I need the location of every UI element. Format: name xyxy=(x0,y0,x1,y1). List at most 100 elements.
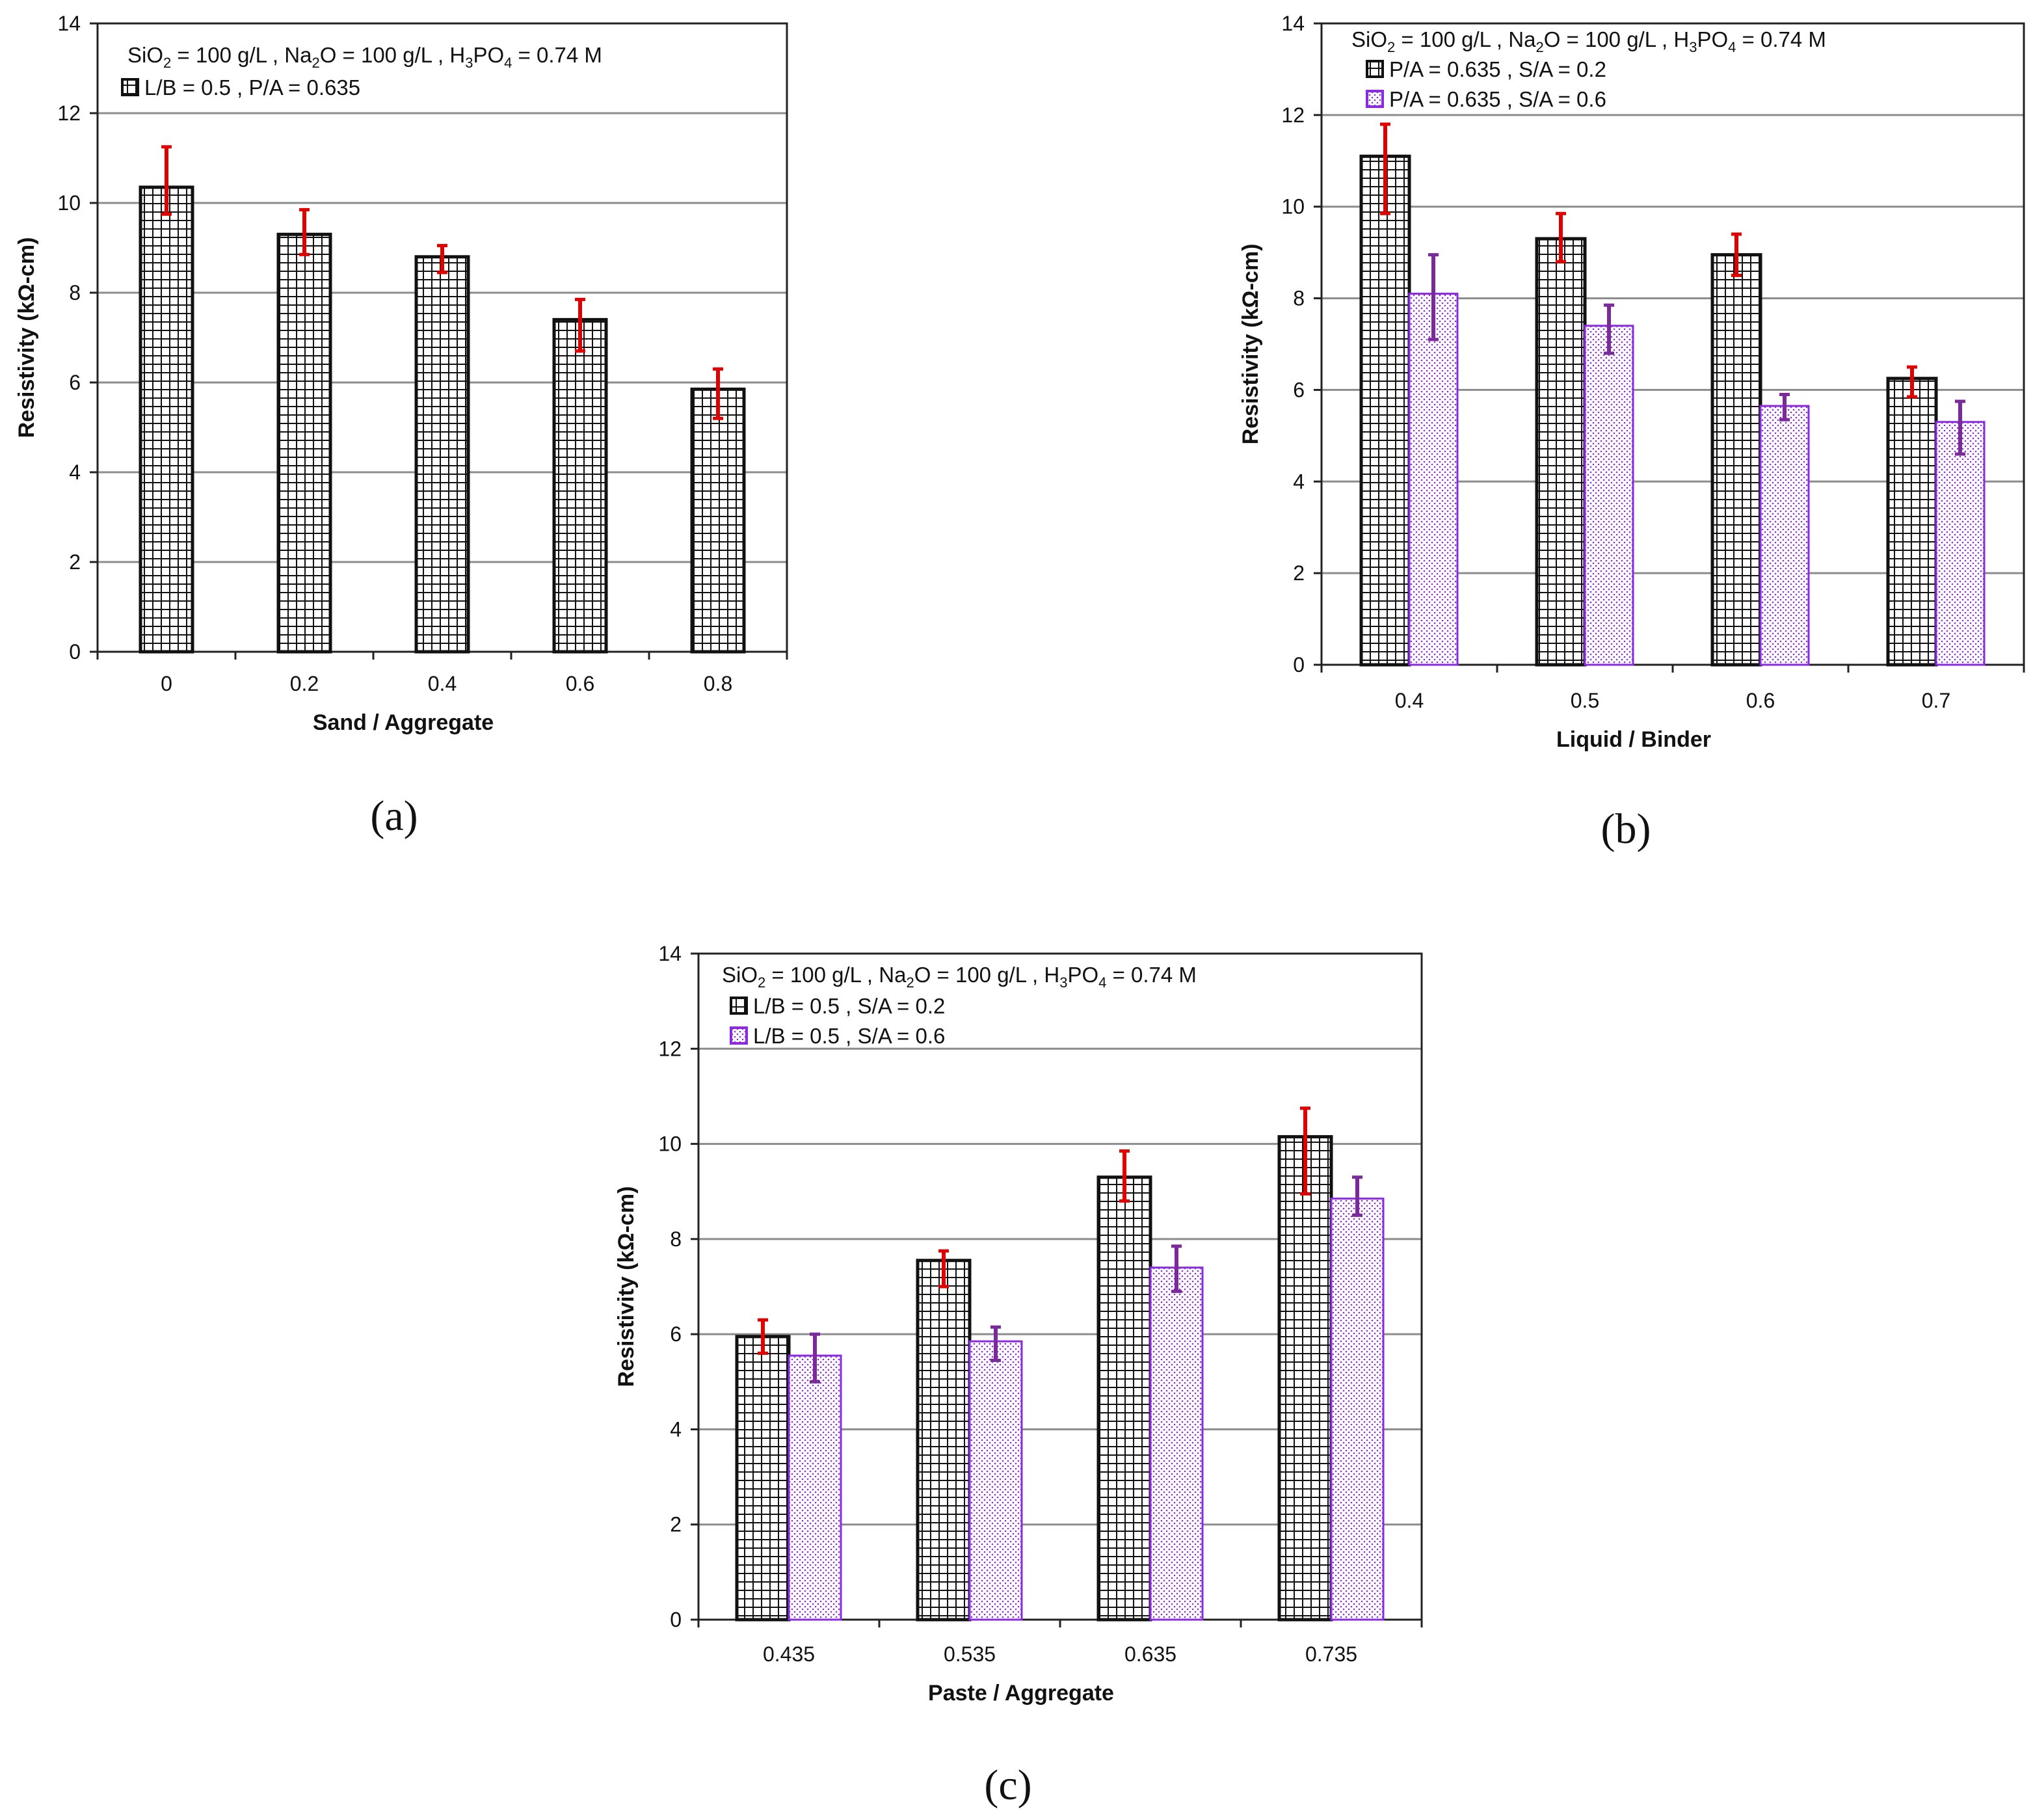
x-axis-title: Paste / Aggregate xyxy=(928,1681,1114,1706)
bar xyxy=(690,387,746,654)
conditions-segment: PO xyxy=(473,43,504,67)
bar xyxy=(916,1259,972,1622)
x-tick-label: 0.7 xyxy=(1922,689,1950,712)
conditions-segment: = 100 g/L , Na xyxy=(1395,27,1536,51)
conditions-segment: = 0.74 M xyxy=(1106,963,1197,987)
subscript: 4 xyxy=(1098,974,1106,991)
x-tick-label: 0.8 xyxy=(704,672,732,695)
bar xyxy=(1096,1175,1152,1622)
legend-label: L/B = 0.5 , S/A = 0.2 xyxy=(753,994,945,1018)
y-axis-title: Resistivity (kΩ-cm) xyxy=(14,237,39,438)
panel-label: (a) xyxy=(370,792,418,840)
conditions-segment: SiO xyxy=(1351,27,1387,51)
x-tick-label: 0.4 xyxy=(1395,689,1424,712)
bar xyxy=(788,1354,842,1621)
legend-swatch xyxy=(730,1026,748,1045)
legend-label: P/A = 0.635 , S/A = 0.2 xyxy=(1389,57,1606,81)
conditions-text: SiO2 = 100 g/L , Na2O = 100 g/L , H3PO4 … xyxy=(1351,27,1826,55)
bar xyxy=(1759,405,1810,666)
y-tick-label: 8 xyxy=(69,281,81,304)
conditions-segment: SiO xyxy=(722,963,758,987)
bar xyxy=(414,255,470,654)
chart-panel-c: 0 2 4 6 8 10 12 14 0.435 0.535 0.635 0.735 Paste / A… xyxy=(614,942,1423,1809)
subscript: 3 xyxy=(1059,974,1067,991)
x-tick-label: 0.635 xyxy=(1124,1642,1176,1666)
conditions-segment: PO xyxy=(1067,963,1098,987)
x-axis-title: Liquid / Binder xyxy=(1556,727,1711,752)
conditions-segment: = 100 g/L , Na xyxy=(171,43,312,67)
y-axis-title: Resistivity (kΩ-cm) xyxy=(614,1186,639,1387)
bar xyxy=(139,185,194,654)
subscript: 2 xyxy=(1535,39,1543,55)
conditions-segment: PO xyxy=(1697,27,1728,51)
y-tick-label: 10 xyxy=(1281,195,1305,219)
y-tick-label: 2 xyxy=(670,1513,682,1536)
x-tick-label: 0.5 xyxy=(1571,689,1599,712)
conditions-text: SiO2 = 100 g/L , Na2O = 100 g/L , H3PO4 … xyxy=(127,43,602,71)
bar xyxy=(1710,253,1762,667)
x-tick-label: 0.6 xyxy=(566,672,594,695)
legend-label: L/B = 0.5 , P/A = 0.635 xyxy=(144,75,360,100)
legend-swatch xyxy=(730,997,748,1015)
legend-swatch xyxy=(1366,90,1384,108)
conditions-segment: = 0.74 M xyxy=(1736,27,1826,51)
y-tick-label: 0 xyxy=(1293,653,1305,676)
bar xyxy=(1535,237,1587,667)
legend-swatch xyxy=(1366,60,1384,78)
y-tick-label: 4 xyxy=(69,461,81,484)
y-tick-label: 0 xyxy=(670,1608,682,1631)
chart-panel-a: 0 2 4 6 8 10 12 14 0 0.2 0.4 0.6 0.8 Sand / Aggregate… xyxy=(14,12,788,840)
legend-swatch xyxy=(121,78,139,96)
bar xyxy=(1935,421,1986,666)
legend-label: P/A = 0.635 , S/A = 0.6 xyxy=(1389,87,1606,111)
conditions-segment: O = 100 g/L , H xyxy=(320,43,466,67)
conditions-segment: O = 100 g/L , H xyxy=(914,963,1060,987)
conditions-segment: SiO xyxy=(127,43,163,67)
bar xyxy=(1330,1198,1385,1621)
y-tick-label: 10 xyxy=(57,191,81,215)
bar xyxy=(276,232,332,654)
y-tick-label: 12 xyxy=(57,101,81,125)
x-tick-label: 0.535 xyxy=(944,1642,996,1666)
subscript: 2 xyxy=(312,55,319,71)
y-tick-label: 0 xyxy=(69,640,81,663)
bar xyxy=(1584,325,1634,666)
bar xyxy=(1886,377,1938,667)
bar xyxy=(968,1340,1023,1621)
y-tick-label: 14 xyxy=(658,942,682,965)
bar xyxy=(735,1335,791,1622)
bar xyxy=(1408,293,1459,666)
x-tick-label: 0.6 xyxy=(1746,689,1775,712)
subscript: 2 xyxy=(758,974,765,991)
bar xyxy=(1277,1135,1333,1622)
conditions-text: SiO2 = 100 g/L , Na2O = 100 g/L , H3PO4 … xyxy=(722,963,1197,991)
legend-label: L/B = 0.5 , S/A = 0.6 xyxy=(753,1024,945,1048)
y-tick-label: 2 xyxy=(1293,561,1305,585)
bar xyxy=(1149,1266,1204,1621)
y-tick-label: 6 xyxy=(69,371,81,394)
panel-label: (b) xyxy=(1601,805,1651,853)
conditions-segment: O = 100 g/L , H xyxy=(1544,27,1690,51)
bar xyxy=(552,317,608,654)
y-tick-label: 14 xyxy=(57,12,81,35)
x-tick-label: 0.435 xyxy=(763,1642,815,1666)
y-tick-label: 6 xyxy=(670,1322,682,1346)
conditions-segment: = 100 g/L , Na xyxy=(765,963,907,987)
y-tick-label: 4 xyxy=(1293,470,1305,493)
y-tick-label: 14 xyxy=(1281,12,1305,35)
subscript: 2 xyxy=(163,55,171,71)
x-tick-label: 0.2 xyxy=(290,672,319,695)
subscript: 2 xyxy=(906,974,914,991)
y-tick-label: 8 xyxy=(670,1227,682,1251)
y-axis-title: Resistivity (kΩ-cm) xyxy=(1238,244,1263,445)
chart-panel-b: 0 2 4 6 8 10 12 14 0.4 0.5 0.6 0.7 Liquid / Binder Re… xyxy=(1238,12,2025,853)
y-tick-label: 6 xyxy=(1293,378,1305,401)
x-axis-title: Sand / Aggregate xyxy=(313,710,494,735)
y-tick-label: 12 xyxy=(1281,103,1305,127)
x-tick-label: 0 xyxy=(161,672,172,695)
y-tick-label: 8 xyxy=(1293,287,1305,310)
subscript: 3 xyxy=(465,55,473,71)
subscript: 4 xyxy=(1728,39,1736,55)
x-tick-label: 0.4 xyxy=(428,672,457,695)
